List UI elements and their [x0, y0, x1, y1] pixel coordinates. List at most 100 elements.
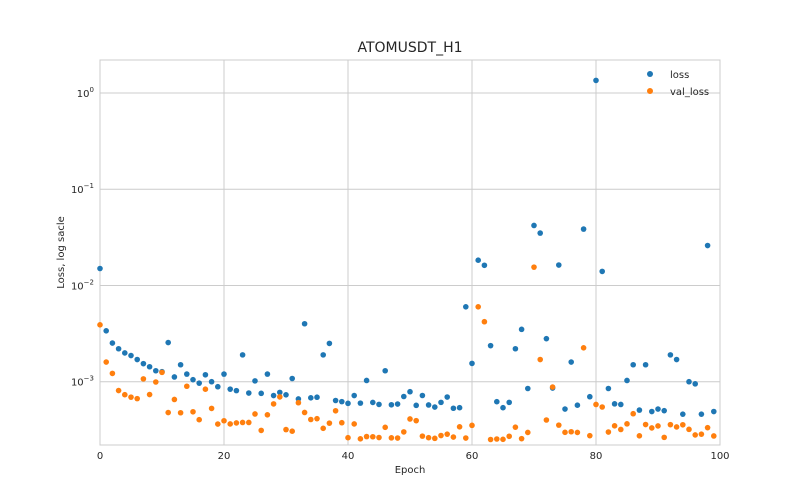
data-point-val-loss — [320, 425, 327, 432]
data-points — [97, 77, 717, 443]
data-point-loss — [537, 230, 543, 236]
data-point-val-loss — [401, 429, 407, 435]
data-point-val-loss — [580, 345, 587, 351]
y-tick-label: 10−1 — [71, 182, 94, 196]
data-point-val-loss — [611, 423, 618, 429]
data-point-val-loss — [153, 379, 159, 385]
data-point-val-loss — [177, 409, 184, 416]
y-tick-label: 100 — [77, 86, 94, 100]
data-point-loss — [233, 387, 240, 394]
data-point-val-loss — [711, 433, 717, 439]
data-point-loss — [661, 407, 667, 414]
data-point-val-loss — [630, 410, 636, 417]
data-point-val-loss — [649, 425, 655, 431]
data-point-loss — [357, 400, 364, 406]
data-point-val-loss — [308, 416, 314, 423]
data-point-loss — [432, 404, 438, 410]
data-point-loss — [456, 404, 463, 411]
data-point-val-loss — [642, 421, 649, 428]
data-point-val-loss — [233, 420, 240, 426]
data-point-val-loss — [246, 419, 252, 426]
data-point-loss — [308, 395, 314, 401]
x-tick-label: 0 — [97, 451, 103, 462]
data-point-loss — [673, 356, 680, 363]
data-point-val-loss — [618, 426, 624, 433]
data-point-val-loss — [562, 429, 568, 436]
data-point-val-loss — [475, 304, 482, 310]
data-point-loss — [605, 385, 612, 392]
plot-frame — [99, 59, 721, 446]
data-point-val-loss — [171, 396, 178, 403]
data-point-loss — [239, 352, 246, 358]
data-point-val-loss — [332, 407, 339, 414]
data-point-loss — [667, 352, 674, 358]
data-point-loss — [525, 385, 531, 392]
data-point-loss — [122, 350, 128, 356]
data-point-loss — [283, 392, 289, 398]
data-point-loss — [270, 392, 277, 399]
data-point-val-loss — [593, 401, 599, 408]
data-point-loss — [506, 399, 512, 406]
data-point-val-loss — [636, 433, 643, 439]
data-point-val-loss — [252, 411, 258, 417]
data-point-val-loss — [686, 426, 692, 433]
data-point-val-loss — [518, 435, 525, 442]
x-tick-label: 20 — [218, 451, 231, 462]
data-point-loss — [450, 405, 457, 412]
data-point-loss — [655, 406, 661, 412]
data-point-val-loss — [456, 424, 463, 430]
data-point-loss — [264, 371, 271, 377]
x-tick-label: 60 — [466, 451, 479, 462]
data-point-loss — [407, 388, 413, 395]
data-point-val-loss — [301, 409, 308, 416]
data-point-loss — [165, 339, 171, 346]
data-point-loss — [580, 226, 587, 232]
y-tick-label: 10−2 — [71, 278, 94, 292]
data-point-val-loss — [103, 359, 109, 365]
data-point-val-loss — [599, 404, 605, 410]
data-point-val-loss — [357, 436, 364, 442]
data-point-loss — [680, 411, 686, 417]
data-point-val-loss — [432, 435, 438, 442]
data-point-val-loss — [444, 431, 451, 437]
data-point-loss — [196, 380, 202, 386]
data-point-loss — [314, 394, 320, 401]
data-point-val-loss — [450, 434, 457, 440]
data-point-loss — [301, 320, 308, 327]
data-point-loss — [103, 327, 109, 334]
x-tick-label: 80 — [590, 451, 603, 462]
data-point-loss — [258, 390, 265, 397]
data-point-val-loss — [109, 370, 116, 377]
data-point-loss — [636, 407, 643, 413]
data-point-val-loss — [314, 415, 320, 422]
data-point-val-loss — [370, 433, 376, 440]
data-point-loss — [587, 393, 593, 400]
data-point-val-loss — [481, 318, 488, 325]
data-point-val-loss — [140, 376, 147, 382]
data-point-loss — [208, 378, 215, 385]
data-point-loss — [320, 352, 327, 358]
data-point-val-loss — [419, 433, 426, 439]
data-point-loss — [227, 386, 233, 392]
data-point-val-loss — [549, 384, 556, 390]
data-point-loss — [289, 375, 296, 382]
data-point-val-loss — [413, 417, 420, 424]
data-point-val-loss — [128, 394, 134, 400]
data-point-loss — [171, 374, 178, 380]
data-point-loss — [363, 377, 370, 384]
data-point-val-loss — [165, 409, 171, 416]
data-point-val-loss — [351, 421, 358, 427]
data-point-val-loss — [500, 436, 506, 443]
data-point-loss — [494, 398, 500, 405]
data-point-loss — [345, 400, 351, 407]
data-point-loss — [401, 393, 407, 400]
data-point-loss — [140, 360, 147, 367]
data-point-loss — [146, 363, 153, 370]
data-point-val-loss — [270, 401, 277, 407]
data-point-val-loss — [363, 433, 370, 440]
data-point-val-loss — [425, 434, 432, 441]
data-point-val-loss — [655, 423, 661, 429]
data-point-loss — [438, 399, 444, 406]
data-point-val-loss — [159, 369, 165, 376]
